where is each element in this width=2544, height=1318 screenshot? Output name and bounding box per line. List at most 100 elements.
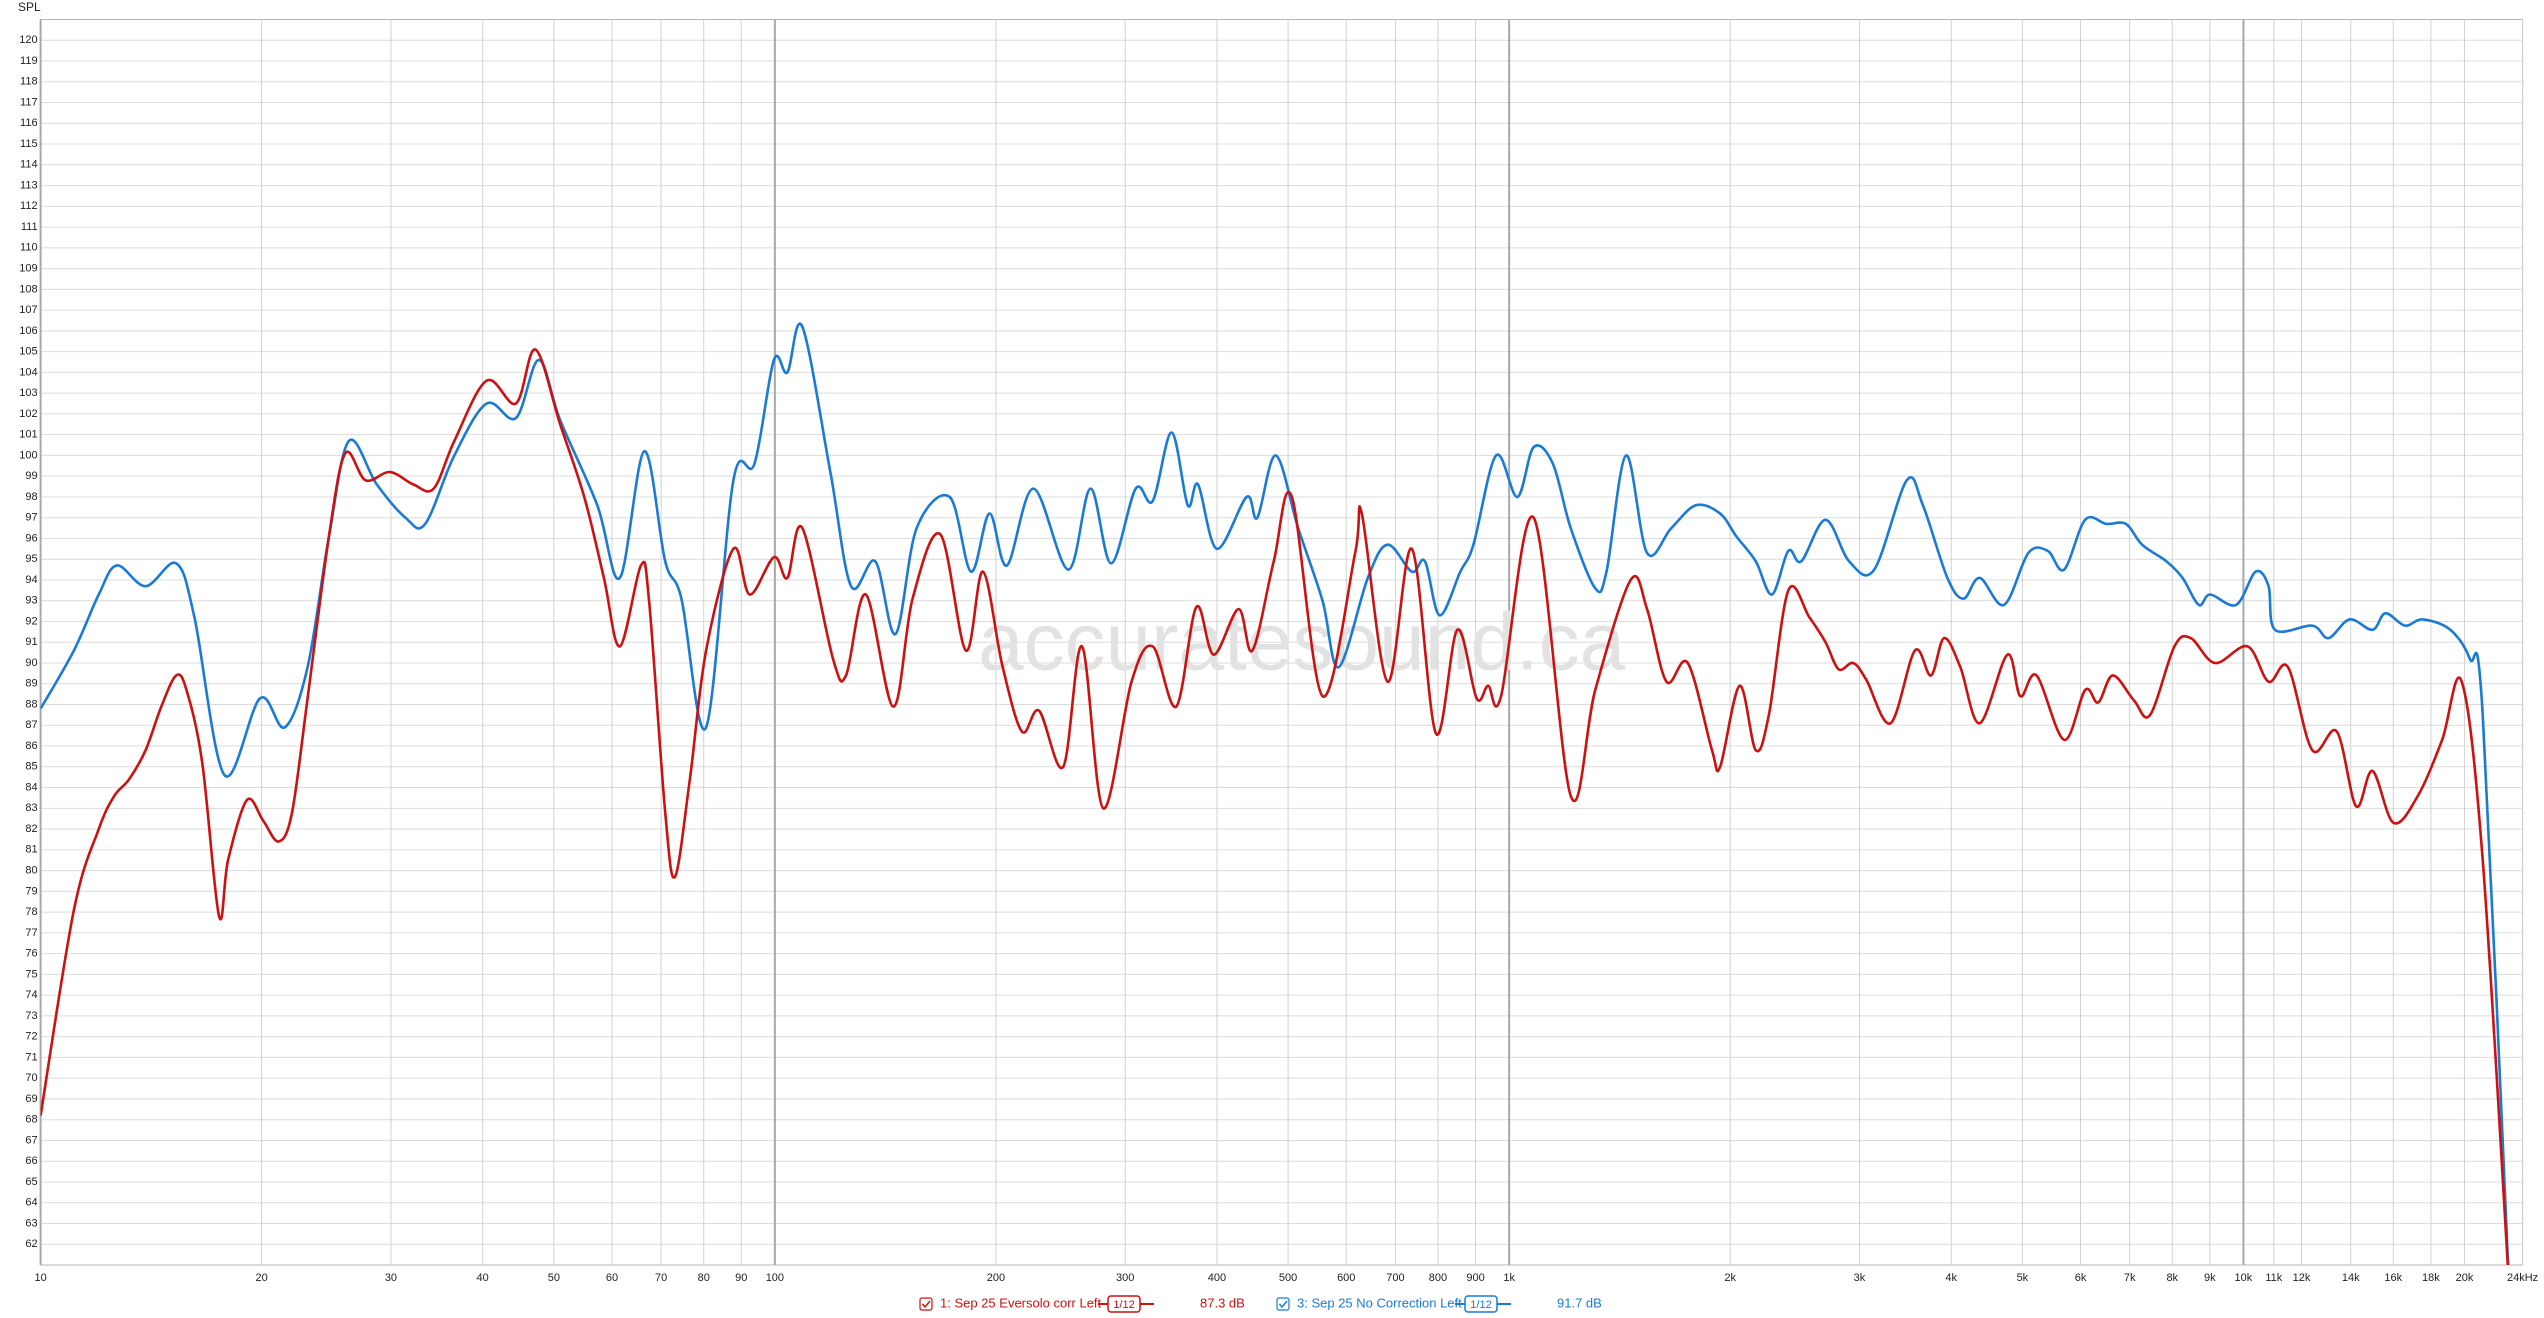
x-tick-label: 900	[1466, 1272, 1484, 1284]
y-tick-label: 97	[25, 512, 37, 524]
y-tick-label: 66	[25, 1155, 37, 1167]
x-tick-label: 700	[1386, 1272, 1404, 1284]
y-tick-label: 69	[25, 1093, 37, 1105]
y-tick-label: 93	[25, 595, 37, 607]
legend: 1: Sep 25 Eversolo corr Left 1/12 87.3 dB 3…	[919, 1295, 1602, 1313]
y-tick-label: 71	[25, 1051, 37, 1063]
y-tick-label: 96	[25, 532, 37, 544]
y-tick-label: 99	[25, 470, 37, 482]
y-tick-label: 84	[25, 781, 37, 793]
y-tick-label: 65	[25, 1176, 37, 1188]
y-tick-label: 82	[25, 823, 37, 835]
y-tick-label: 72	[25, 1031, 37, 1043]
y-tick-label: 117	[20, 96, 38, 108]
x-tick-label: 20	[256, 1272, 268, 1284]
x-tick-label: 60	[606, 1272, 618, 1284]
y-axis-label: SPL	[18, 0, 41, 14]
y-tick-label: 118	[20, 76, 38, 88]
y-tick-label: 89	[25, 678, 37, 690]
y-tick-label: 105	[19, 346, 37, 358]
y-tick-label: 102	[19, 408, 37, 420]
y-tick-label: 94	[25, 574, 37, 586]
y-tick-label: 107	[19, 304, 37, 316]
x-tick-label: 100	[766, 1272, 784, 1284]
x-tick-label: 10	[34, 1272, 46, 1284]
y-tick-label: 64	[25, 1197, 37, 1209]
x-tick-label: 4k	[1945, 1272, 1957, 1284]
y-tick-label: 87	[25, 719, 37, 731]
x-tick-label: 8k	[2166, 1272, 2178, 1284]
x-tick-label: 12k	[2293, 1272, 2311, 1284]
y-tick-label: 92	[25, 615, 37, 627]
legend-checkbox[interactable]	[919, 1297, 933, 1311]
x-tick-label: 70	[655, 1272, 667, 1284]
y-tick-label: 67	[25, 1134, 37, 1146]
x-tick-label: 11k	[2265, 1272, 2282, 1284]
y-tick-label: 78	[25, 906, 37, 918]
y-tick-label: 81	[25, 844, 37, 856]
y-tick-label: 86	[25, 740, 37, 752]
y-tick-label: 112	[20, 200, 38, 212]
x-tick-label: 1k	[1503, 1272, 1515, 1284]
x-tick-label: 50	[548, 1272, 560, 1284]
x-tick-label: 300	[1116, 1272, 1134, 1284]
legend-level: 87.3 dB	[1200, 1295, 1245, 1310]
y-tick-label: 77	[25, 927, 37, 939]
y-tick-label: 74	[25, 989, 37, 1001]
y-tick-label: 88	[25, 698, 37, 710]
y-tick-label: 70	[25, 1072, 37, 1084]
y-tick-label: 115	[20, 138, 38, 150]
y-tick-label: 116	[20, 117, 38, 129]
series-line	[40, 348, 2510, 1265]
legend-smoothing: 1/12	[1470, 1299, 1491, 1311]
y-tick-label: 120	[19, 34, 37, 46]
legend-label: 1: Sep 25 Eversolo corr Left	[940, 1295, 1102, 1310]
y-tick-label: 80	[25, 864, 37, 876]
x-tick-label: 18k	[2422, 1272, 2440, 1284]
legend-smoothing-box	[1107, 1295, 1141, 1313]
y-tick-label: 113	[20, 179, 38, 191]
y-tick-label: 85	[25, 761, 37, 773]
x-tick-label: 14k	[2342, 1272, 2360, 1284]
x-tick-label: 6k	[2075, 1272, 2087, 1284]
x-tick-label: 200	[987, 1272, 1005, 1284]
y-tick-label: 109	[19, 263, 37, 275]
x-tick-label: 40	[477, 1272, 489, 1284]
y-tick-label: 63	[25, 1217, 37, 1229]
y-tick-label: 104	[19, 366, 37, 378]
x-tick-label: 7k	[2124, 1272, 2136, 1284]
y-tick-label: 110	[20, 242, 38, 254]
legend-label: 3: Sep 25 No Correction Left	[1297, 1295, 1462, 1310]
y-tick-label: 101	[19, 429, 37, 441]
y-tick-label: 91	[25, 636, 37, 648]
y-tick-label: 68	[25, 1114, 37, 1126]
x-tick-label: 80	[698, 1272, 710, 1284]
y-tick-label: 111	[21, 221, 38, 233]
y-tick-label: 119	[20, 55, 38, 67]
y-tick-label: 76	[25, 948, 37, 960]
x-tick-label: 5k	[2017, 1272, 2029, 1284]
legend-checkbox[interactable]	[1276, 1297, 1290, 1311]
y-tick-label: 83	[25, 802, 37, 814]
x-tick-label: 30	[385, 1272, 397, 1284]
x-tick-label: 9k	[2204, 1272, 2216, 1284]
y-tick-label: 103	[19, 387, 37, 399]
y-tick-label: 75	[25, 968, 37, 980]
y-tick-label: 114	[20, 159, 38, 171]
y-tick-label: 108	[19, 283, 37, 295]
legend-item: 1: Sep 25 Eversolo corr Left 1/12 87.3 dB	[919, 1295, 1245, 1313]
x-tick-label: 90	[735, 1272, 747, 1284]
legend-level: 91.7 dB	[1557, 1295, 1602, 1310]
y-tick-label: 62	[25, 1238, 37, 1250]
y-tick-label: 98	[25, 491, 37, 503]
x-tick-label: 800	[1429, 1272, 1447, 1284]
x-tick-label: 16k	[2384, 1272, 2402, 1284]
legend-smoothing-box	[1464, 1295, 1498, 1313]
y-tick-label: 73	[25, 1010, 37, 1022]
y-tick-label: 90	[25, 657, 37, 669]
legend-item: 3: Sep 25 No Correction Left 1/12 91.7 dB	[1276, 1295, 1602, 1313]
